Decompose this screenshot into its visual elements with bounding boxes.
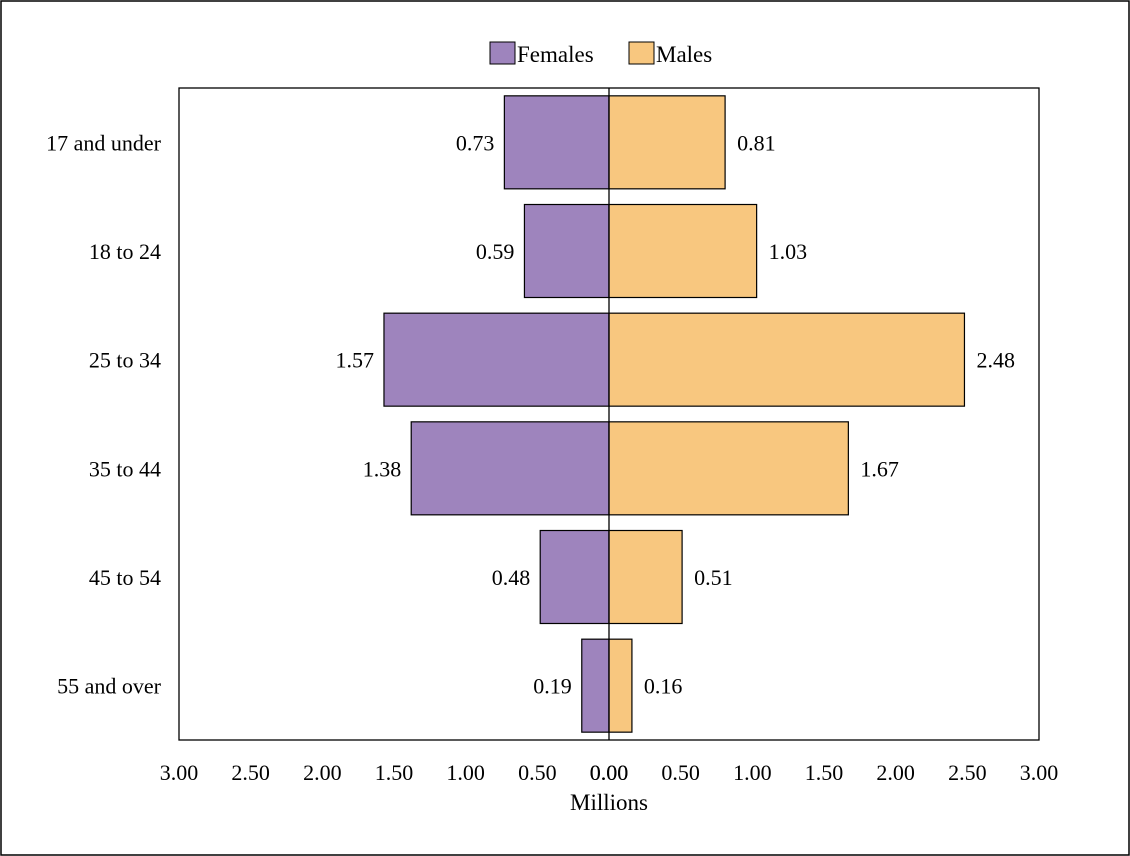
- bar-males: [608, 529, 683, 625]
- bar-females: [581, 638, 610, 733]
- category-label: 55 and over: [57, 674, 162, 699]
- bar-males: [608, 203, 758, 299]
- x-tick-label: 0.00: [590, 760, 629, 785]
- bar-males: [608, 95, 726, 190]
- data-label-males: 0.16: [644, 674, 683, 699]
- data-label-females: 0.73: [456, 130, 495, 155]
- bar-females: [410, 421, 610, 516]
- x-tick-label: 1.00: [446, 760, 485, 785]
- legend-swatch-males: [628, 41, 655, 65]
- data-label-males: 0.51: [694, 565, 733, 590]
- legend-swatch-females: [489, 41, 516, 65]
- x-tick-label: 1.00: [733, 760, 772, 785]
- data-label-females: 1.38: [363, 456, 402, 481]
- x-tick-label: 3.00: [160, 760, 199, 785]
- data-label-males: 0.81: [737, 130, 776, 155]
- bar-males: [608, 421, 849, 516]
- bar-females: [383, 312, 610, 407]
- bar-females: [539, 529, 610, 625]
- x-axis-ticks-layer: 3.00 2.50 2.00 1.50 1.00 0.50 0.000.00 0.50 1.00…: [160, 760, 1058, 785]
- x-tick-label: 0.00: [590, 760, 629, 785]
- bar-males: [608, 638, 633, 733]
- x-tick-label: 2.00: [876, 760, 915, 785]
- data-label-females: 0.59: [476, 239, 515, 264]
- category-label: 45 to 54: [89, 565, 161, 590]
- x-tick-label: 3.00: [1020, 760, 1059, 785]
- x-tick-label: 2.50: [231, 760, 270, 785]
- legend-label-females: Females: [517, 42, 594, 67]
- x-axis-label: Millions: [570, 790, 648, 815]
- bar-females: [503, 95, 610, 190]
- category-label: 25 to 34: [89, 348, 161, 373]
- category-label: 17 and under: [46, 130, 162, 155]
- data-label-males: 1.67: [860, 456, 899, 481]
- data-label-females: 0.48: [492, 565, 531, 590]
- category-label: 18 to 24: [89, 239, 161, 264]
- category-label: 35 to 44: [89, 456, 161, 481]
- data-label-females: 0.19: [533, 674, 572, 699]
- data-label-males: 1.03: [769, 239, 808, 264]
- x-tick-label: 2.00: [303, 760, 342, 785]
- bar-females: [523, 203, 610, 299]
- x-tick-label: 2.50: [948, 760, 987, 785]
- x-tick-label: 0.50: [518, 760, 557, 785]
- legend: Females Males: [489, 41, 712, 67]
- legend-label-males: Males: [656, 42, 712, 67]
- x-tick-label: 1.50: [375, 760, 414, 785]
- bars-layer: [383, 95, 966, 733]
- x-tick-label: 0.50: [661, 760, 700, 785]
- data-label-males: 2.48: [976, 348, 1015, 373]
- x-tick-label: 1.50: [805, 760, 844, 785]
- bar-males: [608, 312, 966, 407]
- value-labels-layer: 0.73 0.81 0.59 1.03 1.57 2.48 1.38 1.67 0.48 0.51…: [335, 130, 1014, 698]
- data-label-females: 1.57: [335, 348, 374, 373]
- category-labels-layer: 17 and under 18 to 24 25 to 34 35 to 44 45 t…: [46, 130, 162, 698]
